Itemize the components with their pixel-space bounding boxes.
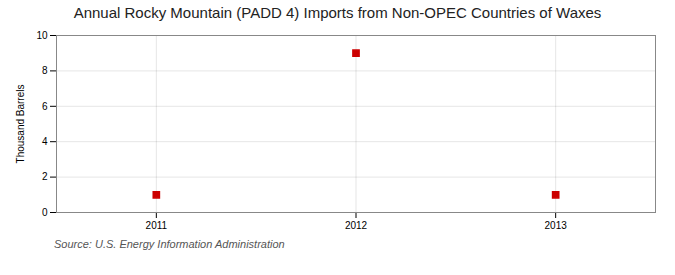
- html-text:Source: U.S. Energy Informatio: Source: U.S. Energy Information Administ…: [54, 238, 285, 250]
- svg-text:2012: 2012: [345, 220, 368, 231]
- html-text:Annual Rocky Mountain (PADD 4): Annual Rocky Mountain (PADD 4) Imports f…: [73, 4, 602, 21]
- svg-text:2013: 2013: [545, 220, 568, 231]
- svg-text:10: 10: [36, 30, 48, 41]
- svg-text:6: 6: [42, 101, 48, 112]
- svg-text:Thousand Barrels: Thousand Barrels: [15, 85, 26, 164]
- svg-text:0: 0: [42, 207, 48, 218]
- svg-text:2011: 2011: [146, 220, 168, 231]
- svg-text:2: 2: [42, 171, 48, 182]
- svg-text:8: 8: [42, 65, 48, 76]
- svg-text:4: 4: [42, 136, 48, 147]
